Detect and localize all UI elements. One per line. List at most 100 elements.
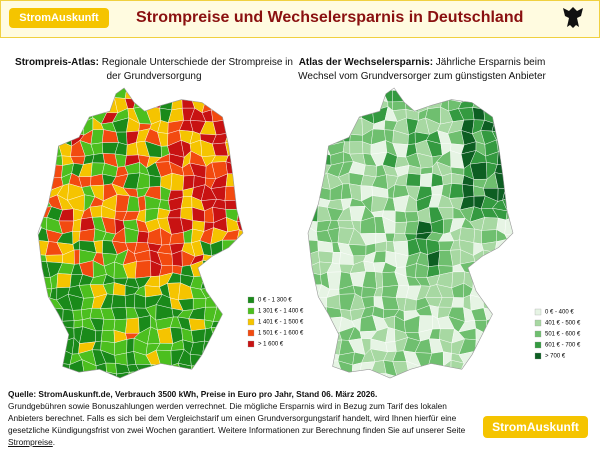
region <box>475 339 484 355</box>
map-title: Strompreis-Atlas: Regionale Unterschiede… <box>15 57 293 82</box>
region <box>481 229 497 245</box>
region <box>90 96 107 114</box>
region <box>45 321 64 331</box>
region <box>515 317 530 334</box>
region <box>405 373 419 378</box>
region <box>244 113 262 125</box>
region <box>327 99 344 114</box>
region <box>126 337 135 354</box>
region <box>249 88 260 101</box>
region <box>505 95 513 109</box>
region <box>233 139 243 153</box>
region <box>222 275 238 286</box>
region <box>200 273 217 290</box>
region <box>67 107 84 124</box>
region <box>517 96 530 109</box>
region <box>462 184 475 198</box>
region <box>503 295 513 310</box>
legend-label: > 1 600 € <box>258 342 284 348</box>
region <box>211 109 228 123</box>
region <box>45 306 64 323</box>
region <box>221 112 238 121</box>
region <box>428 364 444 375</box>
region <box>149 175 162 188</box>
region <box>202 373 218 378</box>
region <box>71 95 82 111</box>
region <box>316 360 332 377</box>
region <box>234 372 243 378</box>
region <box>316 373 330 378</box>
region <box>317 331 332 343</box>
region <box>38 118 53 135</box>
region <box>249 219 262 235</box>
region <box>236 209 243 222</box>
legend-label: 1 401 € - 1 500 € <box>258 320 304 326</box>
region <box>244 360 257 374</box>
region <box>392 101 407 111</box>
region <box>494 252 509 267</box>
region <box>125 317 140 334</box>
region <box>247 272 262 285</box>
legend-label: 401 € - 500 € <box>545 321 581 327</box>
region <box>349 141 364 155</box>
region <box>308 305 321 320</box>
region <box>517 108 530 124</box>
region <box>431 184 444 196</box>
region <box>90 129 104 145</box>
region <box>481 217 499 231</box>
region <box>483 333 496 345</box>
region <box>233 151 243 166</box>
region <box>62 308 75 322</box>
region <box>438 88 451 100</box>
region <box>502 304 513 323</box>
region <box>246 253 258 265</box>
region <box>45 254 64 264</box>
region <box>92 153 105 164</box>
map-outline <box>37 87 244 379</box>
region <box>233 284 243 299</box>
region <box>101 329 115 343</box>
legend-swatch <box>534 341 542 349</box>
region <box>136 230 150 244</box>
region <box>188 318 206 332</box>
region <box>234 97 243 114</box>
region <box>221 97 238 114</box>
region <box>221 318 240 332</box>
region <box>215 88 226 99</box>
region <box>224 199 240 210</box>
region <box>201 88 217 99</box>
region <box>494 316 507 334</box>
region <box>81 374 97 378</box>
region <box>337 220 355 229</box>
region <box>326 271 342 290</box>
region <box>56 273 72 288</box>
region <box>47 88 62 100</box>
region <box>320 317 329 334</box>
region <box>504 388 516 399</box>
region <box>503 121 513 133</box>
region <box>308 118 318 136</box>
region <box>405 173 421 187</box>
region <box>222 284 238 297</box>
region <box>232 261 243 276</box>
logo[interactable]: StromAuskunft <box>483 416 588 438</box>
region <box>317 128 328 147</box>
region <box>246 210 262 221</box>
page-title: Strompreise und Wechselersparnis in Deut… <box>136 9 524 26</box>
region <box>329 375 344 378</box>
region <box>234 339 243 356</box>
link[interactable]: Strompreise <box>8 437 53 447</box>
region <box>480 262 499 278</box>
region <box>404 211 420 223</box>
region <box>494 239 509 256</box>
region <box>221 261 234 276</box>
region <box>308 205 319 222</box>
region <box>224 359 238 375</box>
region <box>244 373 260 384</box>
region <box>494 362 509 378</box>
region <box>238 331 243 343</box>
region <box>170 172 185 191</box>
logo[interactable]: StromAuskunft <box>9 8 109 28</box>
region <box>49 164 63 179</box>
